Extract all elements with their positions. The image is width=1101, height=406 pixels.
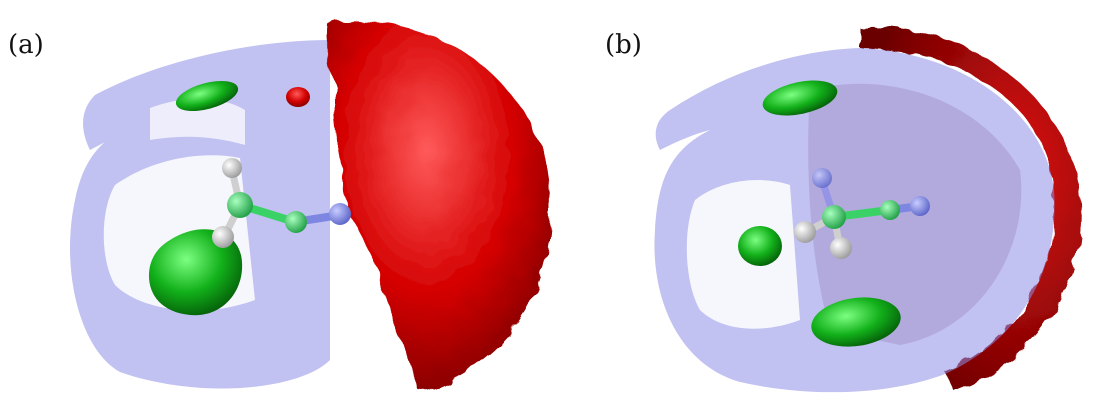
- green-lobe-top-b: [762, 80, 838, 116]
- nitrogen-atom: [812, 168, 832, 188]
- carbon-atom: [880, 200, 900, 220]
- density-shell-b: [654, 48, 1055, 393]
- panel-b: (b): [560, 0, 1101, 406]
- red-isosurface-a: [324, 20, 552, 393]
- carbon-atom: [227, 192, 253, 218]
- green-lobe-large-a: [148, 229, 243, 316]
- hydrogen-atom: [830, 237, 852, 259]
- green-lobe-top-a: [175, 80, 239, 112]
- molecule-render-b: [654, 27, 1082, 393]
- red-isosurface-b: [860, 27, 1082, 392]
- panel-a: (a): [8, 20, 552, 393]
- red-blob-a: [286, 87, 310, 107]
- hydrogen-atom: [794, 221, 816, 243]
- nitrogen-atom: [329, 203, 351, 225]
- nitrogen-atom: [910, 196, 930, 216]
- green-lobe-bottom-b: [811, 297, 901, 347]
- hydrogen-atom: [222, 158, 242, 178]
- carbon-atom: [822, 205, 846, 229]
- molecule-render-a: [70, 20, 552, 393]
- panel-label-b: (b): [605, 30, 642, 60]
- green-lobe-left-b: [738, 226, 782, 266]
- panel-label-a: (a): [8, 30, 44, 60]
- hydrogen-atom: [212, 226, 234, 248]
- carbon-atom: [285, 211, 307, 233]
